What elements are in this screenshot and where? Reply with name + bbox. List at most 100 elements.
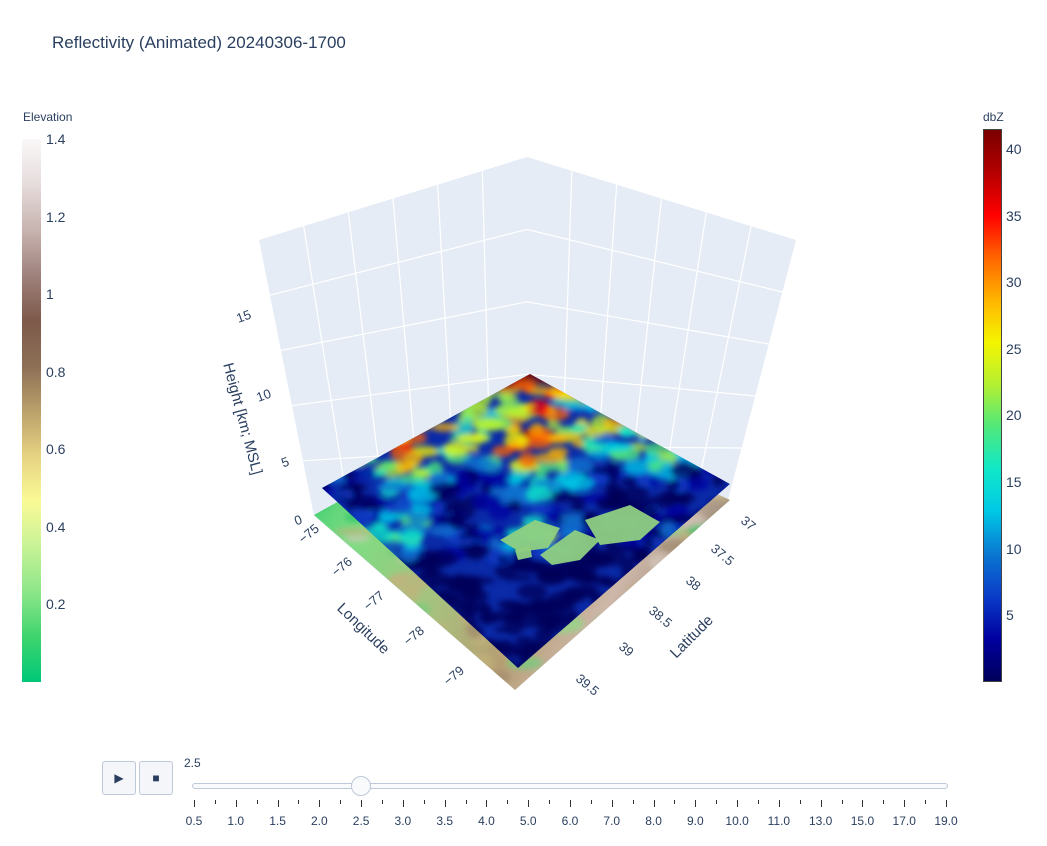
slider-tick bbox=[277, 800, 279, 807]
slider-tick bbox=[319, 800, 321, 807]
z-axis-tick: 5 bbox=[279, 454, 291, 471]
slider-minor-tick bbox=[799, 800, 801, 804]
reflectivity-colorbar-tick: 30 bbox=[1006, 274, 1022, 291]
slider-minor-tick bbox=[925, 800, 927, 804]
elevation-colorbar-title: Elevation bbox=[23, 110, 73, 124]
slider-tick bbox=[444, 800, 446, 807]
slider-minor-tick bbox=[758, 800, 759, 804]
elevation-colorbar-tick: 1 bbox=[46, 286, 54, 303]
reflectivity-colorbar-tick: 5 bbox=[1006, 607, 1014, 624]
slider-tick bbox=[235, 800, 237, 807]
slider-step-label[interactable]: 15.0 bbox=[850, 814, 875, 828]
slider-tick bbox=[570, 800, 571, 807]
z-axis-tick: 10 bbox=[254, 386, 273, 405]
slider-step-label[interactable]: 4.0 bbox=[478, 814, 495, 828]
play-icon: ▶ bbox=[114, 771, 124, 785]
reflectivity-colorbar-tick: 10 bbox=[1006, 540, 1022, 557]
slider-tick bbox=[194, 800, 195, 807]
y-axis-tick: 38 bbox=[683, 573, 704, 594]
slider-minor-tick bbox=[340, 800, 342, 804]
play-button[interactable]: ▶ bbox=[102, 761, 136, 795]
slider-minor-tick bbox=[632, 800, 634, 804]
slider-step-label[interactable]: 6.0 bbox=[561, 814, 579, 828]
slider-tick bbox=[486, 800, 488, 807]
slider-minor-tick bbox=[382, 800, 383, 804]
slider-tick bbox=[904, 800, 906, 807]
elevation-colorbar-tick: 1.4 bbox=[46, 131, 66, 147]
slider-minor-tick bbox=[465, 800, 467, 804]
x-axis-tick: −76 bbox=[328, 554, 355, 580]
elevation-colorbar-tick: 0.8 bbox=[46, 363, 66, 380]
slider-step-label[interactable]: 0.5 bbox=[185, 814, 203, 828]
slider-minor-tick bbox=[841, 800, 843, 804]
slider-tick bbox=[361, 800, 363, 807]
y-axis-tick: 37.5 bbox=[708, 541, 737, 569]
elevation-colorbar-tick: 0.6 bbox=[46, 441, 66, 458]
slider-step-label[interactable]: 7.0 bbox=[603, 814, 621, 828]
y-axis-tick: 37 bbox=[738, 513, 759, 534]
slider-minor-tick bbox=[507, 800, 509, 804]
slider-step-label[interactable]: 5.0 bbox=[519, 814, 537, 828]
slider-step-label[interactable]: 9.0 bbox=[686, 814, 704, 828]
stop-button[interactable]: ■ bbox=[139, 761, 173, 795]
y-axis-tick: 39.5 bbox=[573, 671, 602, 699]
slider-minor-tick bbox=[590, 800, 592, 804]
slider-current-value: 2.5 bbox=[184, 756, 201, 770]
z-axis-label: Height [km; MSL] bbox=[219, 361, 265, 477]
x-axis-label: Longitude bbox=[334, 600, 393, 658]
y-axis-tick: 39 bbox=[616, 639, 637, 660]
dbz-colorbar-title: dbZ bbox=[983, 110, 1004, 124]
slider-tick bbox=[695, 800, 697, 807]
elevation-colorbar-tick: 0.4 bbox=[46, 518, 66, 535]
elevation-colorbar-tick: 0.2 bbox=[46, 596, 66, 613]
stop-icon: ■ bbox=[152, 771, 160, 785]
slider-minor-tick bbox=[298, 800, 300, 804]
x-axis-tick: −79 bbox=[440, 663, 467, 689]
slider-step-label[interactable]: 1.5 bbox=[269, 814, 286, 828]
slider-step-label[interactable]: 19.0 bbox=[934, 814, 958, 828]
reflectivity-colorbar-tick: 25 bbox=[1006, 340, 1022, 357]
x-axis-tick: −77 bbox=[360, 588, 387, 614]
elevation-colorbar-tick: 1.2 bbox=[46, 208, 66, 225]
wall-gridlines bbox=[269, 170, 783, 519]
chart-title: Reflectivity (Animated) 20240306-1700 bbox=[52, 33, 346, 52]
slider-tick bbox=[862, 800, 864, 807]
slider-step-label[interactable]: 8.0 bbox=[645, 814, 662, 828]
y-axis-tick: 38.5 bbox=[646, 603, 675, 631]
slider-minor-tick bbox=[256, 800, 258, 804]
x-axis-tick: −78 bbox=[400, 623, 427, 649]
slider-step-label[interactable]: 2.0 bbox=[310, 814, 328, 828]
slider-step-label[interactable]: 3.0 bbox=[394, 814, 412, 828]
slider-step-label[interactable]: 13.0 bbox=[808, 814, 833, 828]
slider-step-label[interactable]: 17.0 bbox=[892, 814, 916, 828]
slider-step-label[interactable]: 3.5 bbox=[436, 814, 453, 828]
z-axis-tick: 0 bbox=[292, 512, 304, 529]
slider-handle[interactable] bbox=[351, 776, 372, 796]
z-axis-tick: 15 bbox=[234, 307, 253, 326]
slider-step-label[interactable]: 10.0 bbox=[725, 814, 749, 828]
reflectivity-colorbar-tick: 20 bbox=[1006, 407, 1022, 424]
slider-tick bbox=[653, 800, 655, 807]
slider-rail[interactable] bbox=[192, 783, 948, 789]
slider-minor-tick bbox=[674, 800, 676, 804]
slider-minor-tick bbox=[214, 800, 216, 804]
slider-minor-tick bbox=[549, 800, 551, 804]
slider-tick bbox=[402, 800, 404, 807]
slider-tick bbox=[946, 800, 947, 807]
slider-tick bbox=[778, 800, 780, 807]
slider-tick bbox=[611, 800, 613, 807]
slider-step-label[interactable]: 11.0 bbox=[767, 814, 791, 828]
slider-minor-tick bbox=[423, 800, 425, 804]
dbz-colorbar bbox=[983, 129, 1002, 682]
reflectivity-colorbar-tick: 40 bbox=[1006, 140, 1022, 157]
slider-step-label[interactable]: 2.5 bbox=[352, 814, 370, 828]
reflectivity-colorbar-tick: 15 bbox=[1006, 474, 1022, 491]
slider-minor-tick bbox=[716, 800, 718, 804]
reflectivity-colorbar-tick: 35 bbox=[1006, 207, 1022, 224]
animation-slider-panel: ▶ ■ 2.5 0.5 1.0 1.5 2.0 2.5 3.0 3.5 4.0 5.0 6.0 7.… bbox=[0, 740, 1047, 840]
slider-minor-tick bbox=[883, 800, 885, 804]
slider-step-label[interactable]: 1.0 bbox=[227, 814, 245, 828]
slider-tick bbox=[528, 800, 530, 807]
elevation-colorbar bbox=[22, 139, 41, 682]
